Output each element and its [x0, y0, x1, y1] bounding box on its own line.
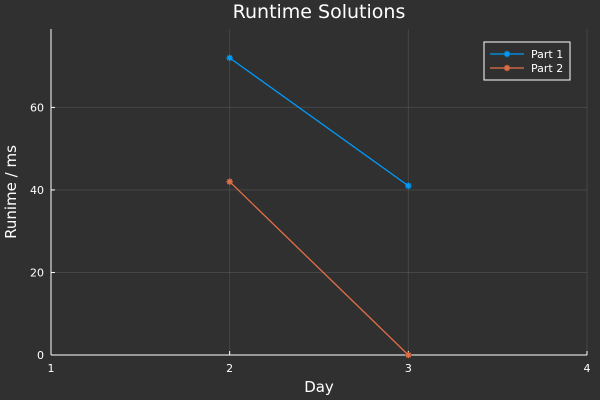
chart-title: Runtime Solutions [233, 1, 406, 23]
series-line-2 [229, 181, 409, 356]
legend-marker [503, 64, 511, 72]
y-axis-label: Runime / ms [2, 145, 20, 239]
data-point-stroke [405, 183, 412, 189]
data-point-stroke [405, 352, 412, 358]
data-point [405, 182, 412, 190]
y-tick-label: 40 [30, 184, 44, 197]
x-tick-label: 1 [48, 362, 55, 375]
x-ticks: 1 2 3 4 [48, 351, 591, 375]
y-tick-label: 20 [30, 266, 44, 279]
x-axis-label: Day [304, 378, 334, 396]
legend-label: Part 2 [531, 62, 563, 75]
series-line-1 [229, 57, 409, 187]
data-point [226, 54, 233, 62]
x-tick-label: 4 [584, 362, 591, 375]
legend-marker-stroke [504, 65, 510, 71]
x-tick-label: 2 [226, 362, 233, 375]
data-point-stroke [226, 55, 233, 61]
data-point-stroke [226, 178, 233, 185]
legend-marker [503, 50, 511, 58]
legend-marker-stroke [504, 51, 510, 57]
data-point [405, 351, 412, 359]
x-tick-label: 3 [405, 362, 412, 375]
y-tick-label: 60 [30, 101, 44, 114]
y-ticks: 0 20 40 60 [30, 101, 55, 362]
legend-box [483, 41, 571, 81]
series-layer [226, 54, 412, 359]
data-point [226, 178, 233, 185]
legend-label: Part 1 [531, 48, 563, 61]
y-tick-label: 0 [37, 349, 44, 362]
